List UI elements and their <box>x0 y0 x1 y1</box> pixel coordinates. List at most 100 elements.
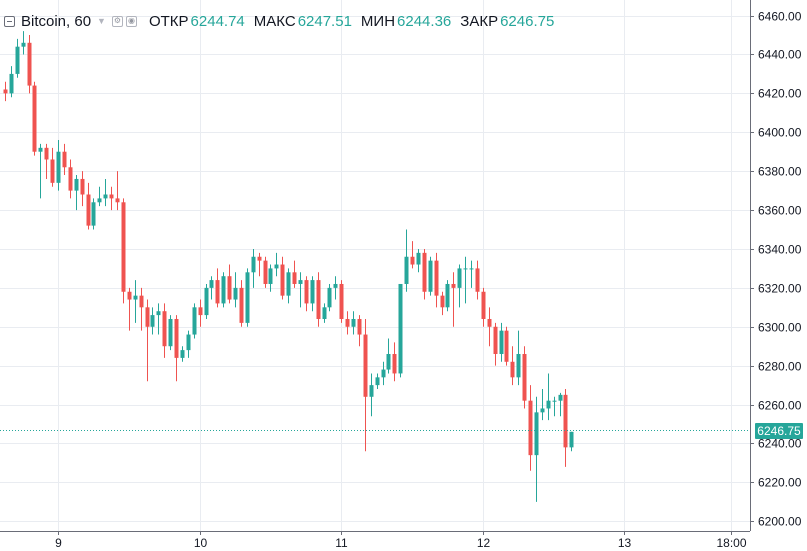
y-tick-label: 6400.00 <box>758 126 802 140</box>
y-tick-label: 6300.00 <box>758 321 802 335</box>
candle-body <box>180 350 185 358</box>
candle-body <box>499 330 504 354</box>
candle-body <box>404 256 409 284</box>
candle-body <box>3 89 8 94</box>
candle-body <box>274 264 279 269</box>
y-tick-label: 6380.00 <box>758 165 802 179</box>
candle-body <box>156 311 161 316</box>
candle-body <box>204 287 209 316</box>
candle-body <box>209 280 214 288</box>
candle-body <box>522 354 527 401</box>
candle-body <box>416 252 421 265</box>
candle-body <box>463 268 468 270</box>
candle-body <box>333 283 338 288</box>
candle-body <box>186 334 191 351</box>
close-value: 6246.75 <box>500 12 555 30</box>
candle-body <box>345 318 350 327</box>
candle-body <box>80 178 85 195</box>
candle-body <box>475 268 480 292</box>
candle-body <box>369 385 374 397</box>
candle-body <box>263 260 268 284</box>
settings-icon[interactable]: ⚙ <box>111 15 123 27</box>
candle-body <box>558 394 563 401</box>
candle-body <box>227 276 232 300</box>
symbol-label[interactable]: Bitcoin, 60 <box>21 12 92 30</box>
candle-body <box>422 252 427 292</box>
high-value: 6247.51 <box>297 12 352 30</box>
candle-body <box>504 330 509 362</box>
candle-body <box>434 260 439 296</box>
y-tick-label: 6320.00 <box>758 282 802 296</box>
candle-body <box>493 326 498 354</box>
hide-icon[interactable]: ◉ <box>125 15 137 27</box>
candle-body <box>68 167 73 191</box>
candle-body <box>245 272 250 323</box>
candle-body <box>304 280 309 304</box>
candle-body <box>398 283 403 374</box>
candle-body <box>381 369 386 378</box>
x-tick-label: 9 <box>55 536 62 550</box>
candle-body <box>540 408 545 413</box>
candle-body <box>410 256 415 265</box>
low-label: МИН <box>360 12 396 30</box>
candle-body <box>15 46 20 74</box>
collapse-icon[interactable] <box>4 15 15 27</box>
candle-body <box>50 159 55 183</box>
candle-body <box>481 291 486 319</box>
chevron-down-icon[interactable]: ▼ <box>97 16 106 26</box>
candle-body <box>327 287 332 308</box>
candle-body <box>139 295 144 308</box>
candle-body <box>115 198 120 203</box>
x-tick-label: 11 <box>335 536 348 550</box>
candle-body <box>292 272 297 284</box>
candle-body <box>9 73 14 94</box>
candle-body <box>363 334 368 397</box>
y-tick-label: 6460.00 <box>758 10 802 24</box>
y-tick-label: 6240.00 <box>758 437 802 451</box>
candle-body <box>251 256 256 273</box>
candle-body <box>351 318 356 327</box>
candle-body <box>32 85 37 152</box>
candle-body <box>21 42 26 47</box>
candle-body <box>215 280 220 304</box>
candle-body <box>121 202 126 292</box>
candle-body <box>268 268 273 284</box>
candle-body <box>516 354 521 378</box>
open-value: 6244.74 <box>190 12 245 30</box>
candle-body <box>162 311 167 347</box>
candle-body <box>316 280 321 319</box>
candle-body <box>97 198 102 203</box>
candle-body <box>386 354 391 370</box>
chart-legend: Bitcoin, 60 ▼ ⚙ ◉ ОТКР 6244.74 МАКС 6247… <box>4 10 554 32</box>
y-tick-label: 6420.00 <box>758 87 802 101</box>
y-tick-label: 6220.00 <box>758 476 802 490</box>
candle-body <box>451 283 456 288</box>
candle-body <box>469 268 474 270</box>
candle-body <box>86 194 91 226</box>
candle-body <box>133 295 138 300</box>
candle-body <box>357 318 362 335</box>
y-tick-label: 6200.00 <box>758 515 802 529</box>
candle-body <box>510 361 515 378</box>
candle-body <box>127 291 132 300</box>
x-tick-label: 18:00 <box>716 536 746 550</box>
candle-body <box>145 307 150 327</box>
candle-body <box>445 283 450 308</box>
close-label: ЗАКР <box>460 12 499 30</box>
candle-body <box>198 307 203 316</box>
y-tick-label: 6360.00 <box>758 204 802 218</box>
candle-body <box>428 260 433 292</box>
last-price-tag: 6246.75 <box>755 422 803 439</box>
candle-body <box>103 194 108 199</box>
candle-body <box>286 272 291 296</box>
candle-body <box>339 283 344 319</box>
candle-body <box>74 178 79 191</box>
candle-body <box>257 256 262 261</box>
candle-body <box>569 431 574 448</box>
candle-body <box>109 194 114 199</box>
x-tick-label: 12 <box>477 536 491 550</box>
candle-body <box>457 268 462 288</box>
candle-body <box>392 354 397 374</box>
